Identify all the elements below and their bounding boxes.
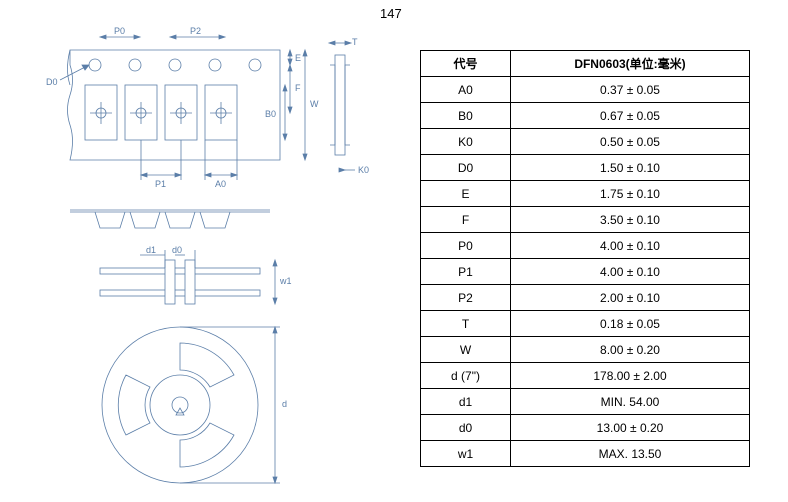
cell-code: d (7") (421, 363, 511, 389)
cell-value: 3.50 ± 0.10 (511, 207, 750, 233)
technical-diagram: P0 P2 (40, 25, 390, 495)
cell-code: P2 (421, 285, 511, 311)
table-row: P22.00 ± 0.10 (421, 285, 750, 311)
cell-code: B0 (421, 103, 511, 129)
table-row: d1MIN. 54.00 (421, 389, 750, 415)
label-B0: B0 (265, 109, 276, 119)
label-d0: d0 (172, 245, 182, 255)
table-row: T0.18 ± 0.05 (421, 311, 750, 337)
label-A0: A0 (215, 179, 226, 189)
cell-value: 8.00 ± 0.20 (511, 337, 750, 363)
cell-value: 2.00 ± 0.10 (511, 285, 750, 311)
cell-code: P1 (421, 259, 511, 285)
cell-value: 4.00 ± 0.10 (511, 259, 750, 285)
label-K0: K0 (358, 165, 369, 175)
table-row: K00.50 ± 0.05 (421, 129, 750, 155)
cell-value: 4.00 ± 0.10 (511, 233, 750, 259)
cell-value: 0.67 ± 0.05 (511, 103, 750, 129)
table-row: D01.50 ± 0.10 (421, 155, 750, 181)
table-row: F3.50 ± 0.10 (421, 207, 750, 233)
label-P0: P0 (114, 26, 125, 36)
label-D0: D0 (46, 77, 58, 87)
cell-value: 0.37 ± 0.05 (511, 77, 750, 103)
cell-value: 1.50 ± 0.10 (511, 155, 750, 181)
label-W: W (310, 99, 319, 109)
label-w1: w1 (279, 276, 292, 286)
cell-code: d0 (421, 415, 511, 441)
label-E: E (295, 53, 301, 63)
page-number: 147 (380, 6, 402, 21)
label-P1: P1 (155, 179, 166, 189)
label-P2: P2 (190, 26, 201, 36)
table-row: W8.00 ± 0.20 (421, 337, 750, 363)
table-row: E1.75 ± 0.10 (421, 181, 750, 207)
table-row: w1MAX. 13.50 (421, 441, 750, 467)
cell-value: 0.50 ± 0.05 (511, 129, 750, 155)
table-row: P04.00 ± 0.10 (421, 233, 750, 259)
cell-code: E (421, 181, 511, 207)
spec-table: 代号 DFN0603(单位:毫米) A00.37 ± 0.05B00.67 ± … (420, 50, 750, 467)
cell-code: P0 (421, 233, 511, 259)
table-row: d013.00 ± 0.20 (421, 415, 750, 441)
label-d: d (282, 399, 287, 409)
table-row: P14.00 ± 0.10 (421, 259, 750, 285)
cell-code: D0 (421, 155, 511, 181)
cell-value: 0.18 ± 0.05 (511, 311, 750, 337)
cell-code: T (421, 311, 511, 337)
cell-code: d1 (421, 389, 511, 415)
cell-value: 178.00 ± 2.00 (511, 363, 750, 389)
cell-code: A0 (421, 77, 511, 103)
cell-value: 13.00 ± 0.20 (511, 415, 750, 441)
table-row: B00.67 ± 0.05 (421, 103, 750, 129)
cell-code: w1 (421, 441, 511, 467)
table-row: A00.37 ± 0.05 (421, 77, 750, 103)
label-d1: d1 (146, 245, 156, 255)
cell-code: W (421, 337, 511, 363)
cell-code: F (421, 207, 511, 233)
col-code: 代号 (421, 51, 511, 77)
cell-code: K0 (421, 129, 511, 155)
label-T: T (352, 37, 358, 47)
cell-value: MIN. 54.00 (511, 389, 750, 415)
cell-value: MAX. 13.50 (511, 441, 750, 467)
cell-value: 1.75 ± 0.10 (511, 181, 750, 207)
table-row: d (7")178.00 ± 2.00 (421, 363, 750, 389)
col-value: DFN0603(单位:毫米) (511, 51, 750, 77)
label-F: F (295, 83, 301, 93)
